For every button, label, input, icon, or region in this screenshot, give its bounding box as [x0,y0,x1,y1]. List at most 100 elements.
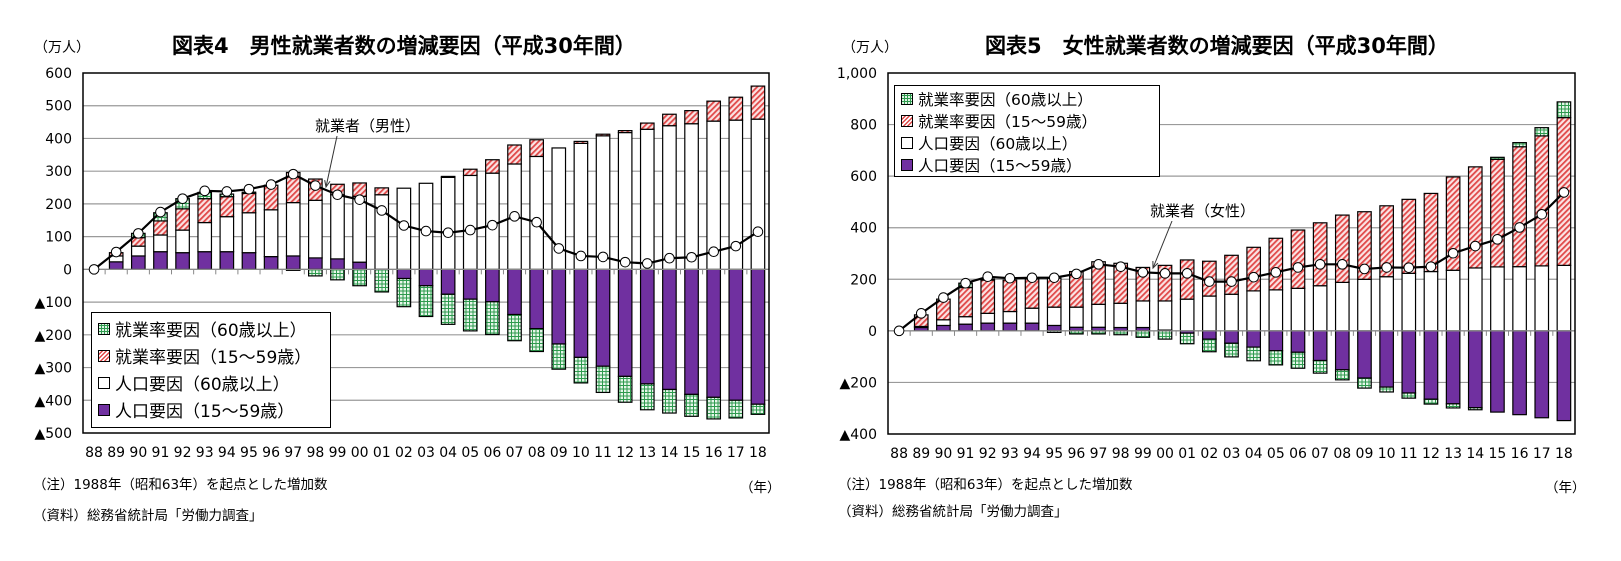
x-tick-label: 11 [594,445,612,461]
point-employed-99 [1137,267,1149,278]
bar-p60-92 [980,312,996,324]
bar-r1559-04 [1246,246,1262,292]
bar-r60-18 [750,403,766,415]
bar-p1559-91 [958,323,973,332]
x-tick-label: 95 [240,445,258,461]
x-tick-label: 88 [85,445,103,461]
bar-p1559-16 [706,268,722,398]
bar-p60-12 [617,131,633,270]
bar-p60-18 [1556,264,1572,332]
y-tick-label: 400 [850,221,877,237]
green-grid-swatch-icon [901,93,913,105]
bar-r60-04 [440,293,456,325]
bar-r60-13 [639,383,655,411]
bar-p60-08 [1334,281,1350,332]
bar-r60-18 [1556,101,1572,119]
bar-p1559-14 [1467,330,1483,409]
x-tick-label: 93 [196,445,214,461]
bar-r1559-07 [507,144,522,165]
bar-r1559-07 [1312,222,1328,287]
male-chart: 6005004003002001000▲100▲200▲300▲400▲5008… [35,66,770,461]
bar-p60-96 [263,209,279,258]
bar-r1559-13 [639,122,655,130]
point-employed-16 [708,246,719,257]
bar-p1559-12 [617,268,633,377]
x-tick-label: 13 [1444,446,1462,462]
red-hatch-swatch-icon [98,349,110,362]
x-tick-label: 89 [107,445,125,461]
legend-item: 就業率要因（60歳以上） [901,88,1153,110]
x-tick-label: 12 [1422,446,1440,462]
bar-r60-99 [1135,330,1151,338]
bar-r1559-14 [662,113,677,127]
note: （注）1988年（昭和63年）を起点とした増加数 [838,477,1133,493]
x-tick-label: 98 [306,445,324,461]
x-tick-label: 11 [1400,446,1418,462]
x-tick-label: 01 [1178,446,1196,462]
bar-p60-01 [1179,298,1195,332]
x-tick-label: 06 [483,445,501,461]
y-unit-label: （万人） [34,40,90,56]
bar-p60-00 [1157,300,1173,331]
bar-p1559-92 [175,252,190,270]
bar-r60-14 [1467,407,1483,411]
y-tick-label: 600 [45,66,72,82]
point-employed-93 [1004,272,1016,284]
note: （注）1988年（昭和63年）を起点とした増加数 [33,477,328,493]
x-unit-label: （年） [1545,480,1586,496]
bar-p1559-03 [1224,330,1239,344]
line-annotation: 就業者（女性） [1148,200,1258,221]
bar-r60-06 [485,301,500,336]
bar-p1559-06 [485,268,500,303]
bar-r1559-17 [728,96,744,121]
point-employed-05 [1270,267,1282,278]
point-employed-90 [938,292,949,303]
white-swatch-icon [98,376,110,389]
bar-r60-03 [1224,342,1239,358]
y-tick-label: 0 [868,324,877,340]
bar-p60-18 [750,118,766,270]
y-tick-label: 800 [850,118,877,134]
y-tick-label: 600 [850,169,877,185]
bar-r60-02 [1201,338,1217,353]
bar-p60-14 [662,125,677,270]
point-employed-13 [641,258,653,269]
bar-p1559-95 [241,252,257,270]
bar-r1559-01 [374,187,390,196]
x-tick-label: 14 [1466,446,1484,462]
bar-r1559-95 [241,192,257,214]
bar-r60-10 [573,356,589,384]
y-tick-label: 200 [850,272,877,288]
y-tick-label: ▲400 [35,393,73,409]
bar-p1559-17 [728,268,744,401]
bar-r1559-12 [617,130,633,134]
legend-label: 就業率要因（15〜59歳） [918,113,1097,131]
line-annotation: 就業者（男性） [313,115,423,136]
x-tick-label: 05 [461,445,479,461]
point-employed-12 [619,256,631,268]
legend-item: 人口要因（15〜59歳） [901,154,1153,176]
bar-p60-02 [1201,295,1217,332]
bar-p1559-09 [551,268,567,345]
x-tick-label: 15 [1489,446,1507,462]
y-tick-label: ▲100 [35,295,73,311]
bar-r60-04 [1246,346,1262,362]
x-tick-label: 05 [1267,446,1285,462]
bar-r60-15 [1490,156,1505,160]
bar-p60-15 [684,123,699,270]
point-employed-11 [597,251,609,263]
bar-r60-17 [728,399,744,419]
bar-p1559-93 [1002,322,1018,332]
y-tick-label: 500 [45,99,72,115]
bar-p60-95 [1046,306,1062,327]
x-tick-label: 00 [1156,446,1174,462]
bar-r1559-05 [462,168,478,177]
point-employed-94 [221,186,233,197]
bar-p1559-15 [1490,330,1505,413]
bar-p60-07 [1312,285,1328,332]
point-employed-17 [1536,209,1548,220]
bar-r1559-08 [529,139,544,158]
source: （資料）総務省統計局「労働力調査」 [838,504,1068,520]
bar-p60-94 [1024,307,1040,324]
point-employed-02 [398,220,410,231]
